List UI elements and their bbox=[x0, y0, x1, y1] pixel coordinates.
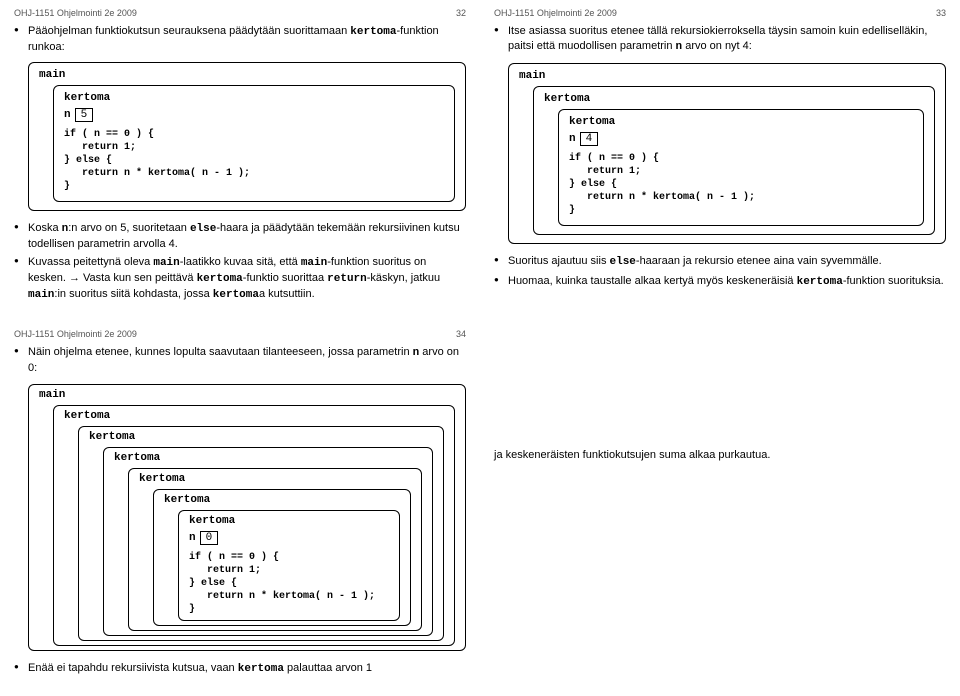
slide-34: OHJ-1151 Ohjelmointi 2e 2009 34 Näin ohj… bbox=[0, 321, 480, 695]
bullet-list: Itse asiassa suoritus etenee tällä rekur… bbox=[494, 24, 946, 55]
slide-33: OHJ-1151 Ohjelmointi 2e 2009 33 Itse asi… bbox=[480, 0, 960, 321]
code-block: if ( n == 0 ) { return 1; } else { retur… bbox=[569, 152, 913, 217]
call-stack-deep: main kertoma kertoma kertoma kertoma ker… bbox=[28, 384, 466, 651]
frame-kertoma-inner: kertoma n0 if ( n == 0 ) { return 1; } e… bbox=[178, 510, 400, 621]
slide-header: OHJ-1151 Ohjelmointi 2e 2009 34 bbox=[14, 329, 466, 339]
course-code: OHJ-1151 Ohjelmointi 2e 2009 bbox=[494, 8, 617, 18]
bullet-item: Suoritus ajautuu siis else-haaraan ja re… bbox=[494, 254, 946, 270]
bullet-list: Suoritus ajautuu siis else-haaraan ja re… bbox=[494, 254, 946, 290]
frame-kertoma: kertoma n5 if ( n == 0 ) { return 1; } e… bbox=[53, 85, 455, 202]
bullet-item: Enää ei tapahdu rekursiivista kutsua, va… bbox=[14, 661, 466, 677]
code-block: if ( n == 0 ) { return 1; } else { retur… bbox=[189, 551, 389, 616]
slide-35: ja keskeneräisten funktiokutsujen suma a… bbox=[480, 321, 960, 695]
frame-kertoma: kertoma kertoma kertoma kertoma kertoma … bbox=[53, 405, 455, 646]
bullet-list: Pääohjelman funktiokutsun seurauksena pä… bbox=[14, 24, 466, 55]
code-block: if ( n == 0 ) { return 1; } else { retur… bbox=[64, 128, 444, 193]
frame-kertoma: kertoma kertoma n0 if ( n == 0 ) { retur… bbox=[153, 489, 411, 626]
call-stack: main kertoma n5 if ( n == 0 ) { return 1… bbox=[28, 62, 466, 211]
bullet-item: Pääohjelman funktiokutsun seurauksena pä… bbox=[14, 24, 466, 55]
variable-n: n0 bbox=[189, 531, 389, 545]
frame-kertoma-inner: kertoma n4 if ( n == 0 ) { return 1; } e… bbox=[558, 109, 924, 226]
frame-kertoma: kertoma kertoma kertoma kertoma n0 bbox=[103, 447, 433, 636]
slide-32: OHJ-1151 Ohjelmointi 2e 2009 32 Pääohjel… bbox=[0, 0, 480, 321]
slide-header: OHJ-1151 Ohjelmointi 2e 2009 33 bbox=[494, 8, 946, 18]
bullet-item: Koska n:n arvo on 5, suoritetaan else-ha… bbox=[14, 221, 466, 252]
frame-kertoma: kertoma kertoma n4 if ( n == 0 ) { retur… bbox=[533, 86, 935, 235]
page-number: 34 bbox=[456, 329, 466, 339]
frame-kertoma: kertoma kertoma kertoma n0 if ( n == 0 )… bbox=[128, 468, 422, 631]
course-code: OHJ-1151 Ohjelmointi 2e 2009 bbox=[14, 8, 137, 18]
bullet-item: Huomaa, kuinka taustalle alkaa kertyä my… bbox=[494, 274, 946, 290]
frame-main: main kertoma n5 if ( n == 0 ) { return 1… bbox=[28, 62, 466, 211]
slide-header: OHJ-1151 Ohjelmointi 2e 2009 32 bbox=[14, 8, 466, 18]
page-number: 32 bbox=[456, 8, 466, 18]
bullet-list: Koska n:n arvo on 5, suoritetaan else-ha… bbox=[14, 221, 466, 303]
continuation-text: ja keskeneräisten funktiokutsujen suma a… bbox=[494, 449, 946, 461]
frame-kertoma: kertoma kertoma kertoma kertoma kertoma bbox=[78, 426, 444, 641]
bullet-item: Itse asiassa suoritus etenee tällä rekur… bbox=[494, 24, 946, 55]
bullet-item: Kuvassa peitettynä oleva main-laatikko k… bbox=[14, 255, 466, 303]
frame-main: main kertoma kertoma n4 if ( n == 0 ) { … bbox=[508, 63, 946, 244]
course-code: OHJ-1151 Ohjelmointi 2e 2009 bbox=[14, 329, 137, 339]
bullet-list: Näin ohjelma etenee, kunnes lopulta saav… bbox=[14, 345, 466, 376]
variable-n: n5 bbox=[64, 108, 444, 122]
variable-n: n4 bbox=[569, 132, 913, 146]
bullet-item: Näin ohjelma etenee, kunnes lopulta saav… bbox=[14, 345, 466, 376]
bullet-list: Enää ei tapahdu rekursiivista kutsua, va… bbox=[14, 661, 466, 677]
call-stack: main kertoma kertoma n4 if ( n == 0 ) { … bbox=[508, 63, 946, 244]
frame-main: main kertoma kertoma kertoma kertoma ker… bbox=[28, 384, 466, 651]
page-number: 33 bbox=[936, 8, 946, 18]
